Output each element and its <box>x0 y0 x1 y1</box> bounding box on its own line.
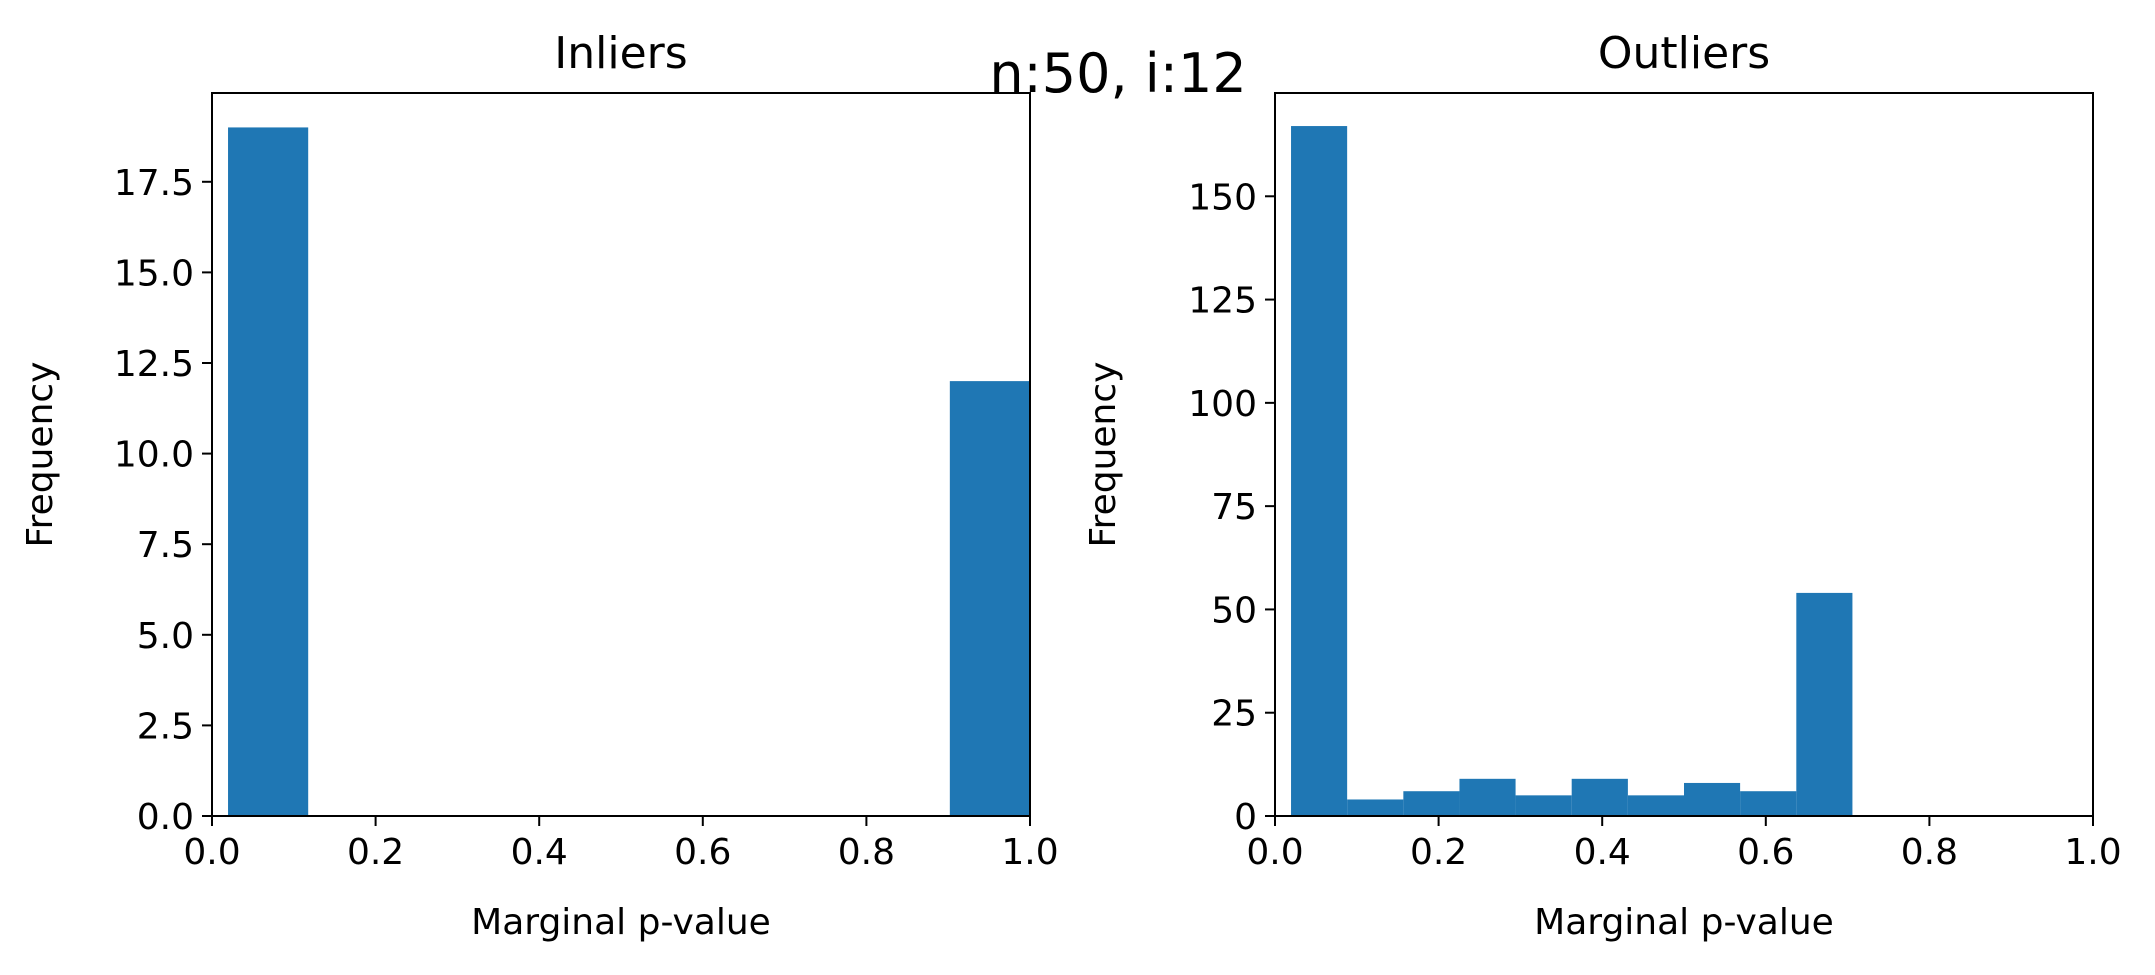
outliers-y-tick-label-0: 0 <box>1234 797 1257 838</box>
outliers-x-ticks: 0.0 0.2 0.4 0.6 0.8 1.0 <box>1246 816 2122 873</box>
inliers-y-tick-label-5: 12.5 <box>114 344 194 385</box>
inliers-y-tick-label-3: 7.5 <box>137 525 194 566</box>
inliers-x-tick-label-2: 0.4 <box>511 832 568 873</box>
inliers-y-tick-label-7: 17.5 <box>114 163 194 204</box>
inliers-y-tick-label-4: 10.0 <box>114 435 194 476</box>
inliers-y-tick-label-1: 2.5 <box>137 706 194 747</box>
outliers-bar-1 <box>1347 799 1404 816</box>
outliers-bar-6 <box>1627 795 1684 816</box>
outliers-y-tick-label-2: 50 <box>1211 590 1257 631</box>
inliers-y-ticks: 0.0 2.5 5.0 7.5 10.0 12.5 15.0 17.5 <box>114 163 212 838</box>
inliers-x-axis-label: Marginal p-value <box>471 902 771 943</box>
inliers-y-axis-label: Frequency <box>20 362 61 548</box>
outliers-x-tick-label-2: 0.4 <box>1574 832 1631 873</box>
outliers-x-tick-label-3: 0.6 <box>1737 832 1794 873</box>
outliers-bar-8 <box>1740 791 1797 816</box>
inliers-x-tick-label-4: 0.8 <box>838 832 895 873</box>
outliers-bar-7 <box>1684 782 1741 816</box>
inliers-y-tick-label-6: 15.0 <box>114 253 194 294</box>
outliers-y-tick-label-6: 150 <box>1188 177 1257 218</box>
outliers-bar-3 <box>1459 778 1516 816</box>
inliers-bar-9 <box>949 381 1030 816</box>
inliers-title: Inliers <box>554 28 687 79</box>
outliers-x-tick-label-4: 0.8 <box>1901 832 1958 873</box>
outliers-y-axis-label: Frequency <box>1083 362 1124 548</box>
outliers-y-tick-label-3: 75 <box>1211 487 1257 528</box>
outliers-y-tick-label-4: 100 <box>1188 384 1257 425</box>
outliers-x-axis-label: Marginal p-value <box>1534 902 1834 943</box>
inliers-bars <box>228 127 1030 816</box>
outliers-x-tick-label-1: 0.2 <box>1410 832 1467 873</box>
outliers-bar-4 <box>1515 795 1572 816</box>
outliers-bar-2 <box>1403 791 1460 816</box>
outliers-bars <box>1291 126 1853 816</box>
outliers-axes-frame <box>1274 92 2094 817</box>
inliers-y-tick-label-0: 0.0 <box>137 797 194 838</box>
inliers-bar-0 <box>228 127 309 816</box>
inliers-x-tick-label-1: 0.2 <box>347 832 404 873</box>
outliers-y-ticks: 0 25 50 75 100 125 150 <box>1188 177 1275 838</box>
outliers-title: Outliers <box>1598 28 1770 79</box>
inliers-x-ticks: 0.0 0.2 0.4 0.6 0.8 1.0 <box>183 816 1059 873</box>
inliers-x-tick-label-0: 0.0 <box>183 832 240 873</box>
inliers-x-tick-label-5: 1.0 <box>1001 832 1058 873</box>
inliers-x-tick-label-3: 0.6 <box>674 832 731 873</box>
outliers-panel: 0.0 0.2 0.4 0.6 0.8 1.0 0 25 50 75 100 125 150 Outl… <box>1083 28 2122 943</box>
inliers-panel: 0.0 0.2 0.4 0.6 0.8 1.0 0.0 2.5 5.0 7.5 10.0 12.5 1… <box>20 28 1059 943</box>
outliers-y-tick-label-1: 25 <box>1211 694 1257 735</box>
outliers-bar-9 <box>1796 592 1853 816</box>
outliers-y-tick-label-5: 125 <box>1188 281 1257 322</box>
outliers-bar-5 <box>1571 778 1628 816</box>
outliers-x-tick-label-5: 1.0 <box>2064 832 2121 873</box>
inliers-y-tick-label-2: 5.0 <box>137 616 194 657</box>
outliers-x-tick-label-0: 0.0 <box>1246 832 1303 873</box>
outliers-bar-0 <box>1291 126 1348 816</box>
figure-suptitle: n:50, i:12 <box>989 42 1246 105</box>
